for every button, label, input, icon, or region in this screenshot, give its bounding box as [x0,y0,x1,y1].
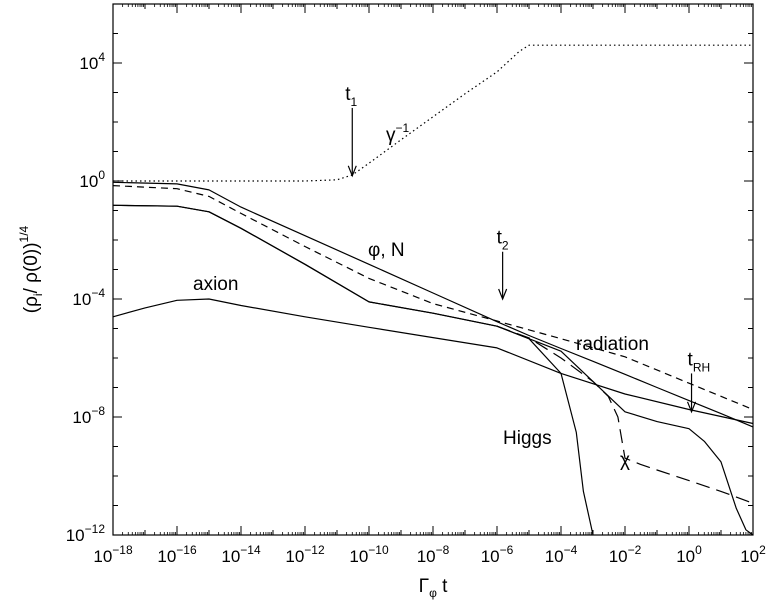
label-radiation: radiation [576,334,649,355]
label-chi: χ [620,450,630,471]
arrow-t2-label-sub: 2 [502,239,509,253]
label-axion-text: axion [193,274,238,295]
y-tick-label-base: 10 [72,290,91,309]
arrow-t2-label-text: t [497,228,503,249]
x-tick-label-exp: −4 [564,543,578,557]
arrow-tRH-head [686,401,697,414]
x-axis-label-rest: t [437,576,448,597]
x-tick-label-base: 10 [545,547,564,566]
y-tick-label: 104 [79,50,105,73]
x-tick-label-exp: −10 [368,543,389,557]
y-tick-label: 100 [79,168,105,191]
plot-frame [112,3,754,536]
arrow-t1-label: t1 [345,84,357,109]
arrow-t2-head [498,288,508,301]
axis-ticks: 10−18 10−16 10−14 10−12 10−10 10−8 10−6 10−4 10−… [66,3,766,566]
series-lines [112,44,754,536]
y-tick-label-exp: −4 [91,286,105,300]
x-tick-label-base: 10 [157,547,176,566]
series-line--n [112,181,754,428]
x-tick-label-base: 10 [349,547,368,566]
y-tick-label-base: 10 [79,172,98,191]
x-tick-label-base: 10 [417,547,436,566]
series-line-t-rh-branch [112,204,754,536]
series-line-- [113,44,753,182]
y-tick-label-exp: −8 [91,404,105,418]
arrow-t1-label-text: t [345,84,351,105]
y-tick-label-base: 10 [79,54,98,73]
label-axion: axion [193,274,238,295]
x-tick-label-base: 10 [285,547,304,566]
y-axis-label-sup: 1/4 [17,225,31,242]
x-tick-label: 100 [676,543,702,566]
x-tick-label: 10−8 [417,543,450,566]
y-tick-label-exp: 4 [98,50,105,64]
y-tick-label: 10−8 [72,404,105,427]
arrow-tRH-label-sub: RH [693,360,710,374]
x-tick-label-base: 10 [740,547,759,566]
arrow-tRH-label-text: t [688,349,694,370]
y-tick-label-base: 10 [72,408,91,427]
label-radiation-text: radiation [576,334,649,355]
y-tick-label: 10−12 [66,522,106,545]
x-axis-label: Γφ t [419,576,449,600]
label-gamma: γ−1 [386,121,410,146]
x-tick-label: 102 [740,543,766,566]
x-tick-label-exp: −12 [304,543,325,557]
x-tick-label-exp: 0 [695,543,702,557]
arrow-tRH-label: tRH [688,349,711,374]
y-axis-label-mid: / ρ(0)) [21,242,42,293]
x-axis-label-main: Γ [419,576,429,597]
x-tick-label-base: 10 [93,547,112,566]
x-tick-label: 10−6 [481,543,514,566]
x-tick-label: 10−14 [221,543,261,566]
x-tick-label-base: 10 [221,547,240,566]
y-tick-label: 10−4 [72,286,105,309]
series-labels: γ−1 φ, N axion radiation Higgs χ [193,121,649,471]
x-tick-label: 10−12 [285,543,325,566]
label-gamma-sup: −1 [396,121,410,135]
x-tick-label-exp: −18 [112,543,133,557]
x-tick-label: 10−2 [609,543,642,566]
label-gamma-text: γ [386,125,396,146]
x-axis-label-sub: φ [429,586,437,600]
series-line-- [496,325,754,504]
x-tick-label-base: 10 [676,547,695,566]
y-tick-label-exp: 0 [98,168,105,182]
x-tick-label-exp: −8 [436,543,450,557]
x-tick-label-exp: 2 [759,543,766,557]
y-tick-label-exp: −12 [85,522,106,536]
x-tick-label-exp: −6 [500,543,514,557]
label-phi-n: φ, N [368,240,405,261]
arrow-t2-label: t2 [497,228,509,253]
label-higgs: Higgs [503,428,552,449]
y-axis-label-open: (ρ [21,296,42,313]
series-line-higgs [112,204,594,536]
x-tick-label: 10−10 [349,543,389,566]
series-line-axion [112,298,754,425]
label-chi-text: χ [620,450,630,471]
x-tick-label-base: 10 [609,547,628,566]
x-tick-label: 10−4 [545,543,578,566]
y-axis-label-sub: i [31,293,45,296]
arrow-t1-label-sub: 1 [351,95,358,109]
label-higgs-text: Higgs [503,428,552,449]
x-tick-label-exp: −2 [628,543,642,557]
series-line-radiation [112,185,754,411]
x-tick-label-exp: −14 [240,543,261,557]
x-tick-label: 10−18 [93,543,133,566]
y-axis-label: (ρi/ ρ(0))1/4 [17,225,45,313]
y-tick-label-base: 10 [66,526,85,545]
x-tick-label: 10−16 [157,543,197,566]
x-tick-label-exp: −16 [176,543,197,557]
arrow-t1-head [347,165,357,178]
label-phi-n-text: φ, N [368,240,405,261]
x-tick-label-base: 10 [481,547,500,566]
